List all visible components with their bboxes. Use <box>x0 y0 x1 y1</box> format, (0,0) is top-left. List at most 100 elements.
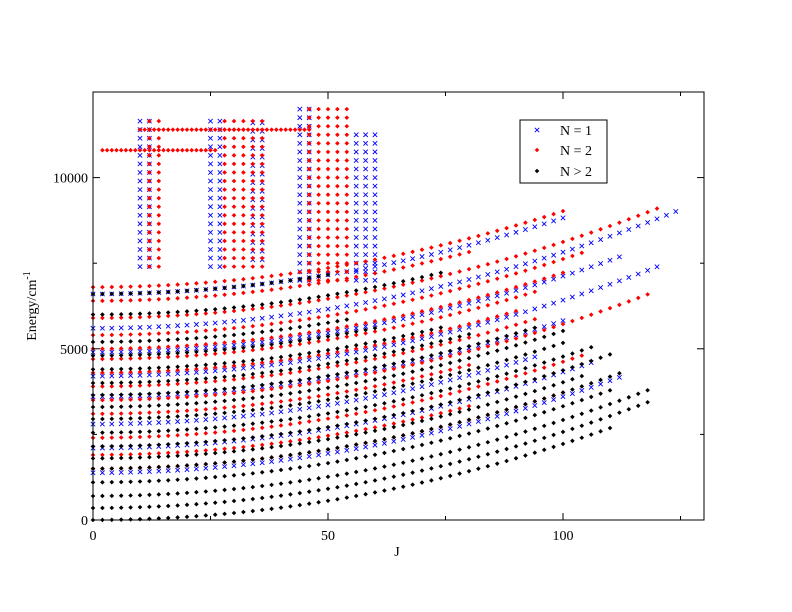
point-n-gt-2 <box>109 312 115 317</box>
point-n-gt-2 <box>325 272 331 278</box>
point-n1 <box>137 420 143 426</box>
point-n-gt-2 <box>278 380 284 385</box>
point-n2 <box>278 127 284 132</box>
point-n1 <box>207 229 214 235</box>
point-n-gt-2 <box>419 418 425 424</box>
point-n-gt-2 <box>147 290 152 296</box>
point-n-gt-2 <box>447 411 453 417</box>
point-n2 <box>297 369 303 374</box>
point-n2 <box>429 245 434 250</box>
point-n1 <box>165 347 171 353</box>
point-n-gt-2 <box>203 412 209 417</box>
point-n-gt-2 <box>513 456 519 461</box>
point-n2 <box>241 153 246 158</box>
point-n1 <box>217 187 223 193</box>
point-n1 <box>137 178 143 184</box>
point-n2 <box>137 147 143 153</box>
point-n2 <box>560 321 566 327</box>
point-n-gt-2 <box>419 392 425 398</box>
point-n1 <box>99 349 105 355</box>
point-n2 <box>222 350 227 356</box>
point-n2 <box>410 297 415 303</box>
point-n-gt-2 <box>400 278 406 284</box>
point-n-gt-2 <box>118 339 124 344</box>
point-n-gt-2 <box>100 380 105 386</box>
point-n2 <box>325 243 331 249</box>
point-n2 <box>128 356 133 361</box>
point-n-gt-2 <box>466 381 472 387</box>
point-n2 <box>222 326 227 332</box>
point-n-gt-2 <box>466 367 472 373</box>
point-n2 <box>118 284 124 290</box>
point-n-gt-2 <box>222 333 227 339</box>
point-n-gt-2 <box>241 422 246 428</box>
point-n1 <box>381 344 387 350</box>
point-n2 <box>363 289 368 295</box>
point-n-gt-2 <box>382 282 387 288</box>
point-n-gt-2 <box>419 442 425 448</box>
point-n-gt-2 <box>165 337 171 343</box>
point-n1 <box>419 432 425 438</box>
point-n-gt-2 <box>203 439 209 445</box>
point-n2 <box>194 352 199 358</box>
point-n1 <box>372 157 378 163</box>
point-n-gt-2 <box>306 450 312 455</box>
point-n-gt-2 <box>607 425 613 431</box>
point-n2 <box>560 239 566 245</box>
point-n-gt-2 <box>147 492 152 498</box>
point-n1 <box>250 340 256 346</box>
point-n1 <box>207 246 214 253</box>
x-axis-label: J <box>394 545 400 560</box>
series-n-gt-2 <box>90 270 650 523</box>
point-n2 <box>523 319 528 325</box>
point-n-gt-2 <box>410 331 415 337</box>
point-n-gt-2 <box>231 373 237 379</box>
point-n2 <box>259 401 265 407</box>
point-n-gt-2 <box>231 473 237 478</box>
point-n2 <box>165 147 171 153</box>
point-n1 <box>231 414 237 420</box>
point-n-gt-2 <box>570 426 575 432</box>
point-n1 <box>372 243 378 249</box>
point-n1 <box>400 340 406 346</box>
point-n1 <box>372 322 378 328</box>
point-n-gt-2 <box>184 309 190 314</box>
point-n2 <box>147 212 152 218</box>
point-n2 <box>306 282 312 287</box>
point-n2 <box>617 302 622 308</box>
point-n1 <box>363 235 369 241</box>
point-n2 <box>264 127 270 132</box>
point-n-gt-2 <box>353 288 359 293</box>
point-n2 <box>147 230 152 235</box>
point-n-gt-2 <box>598 417 603 422</box>
point-n2 <box>250 204 256 210</box>
point-n-gt-2 <box>165 390 171 396</box>
point-n-gt-2 <box>203 287 209 292</box>
point-n-gt-2 <box>278 404 284 409</box>
point-n2 <box>316 235 321 240</box>
point-n2 <box>400 299 406 305</box>
point-n2 <box>382 368 387 374</box>
point-n-gt-2 <box>598 355 603 361</box>
point-n2 <box>306 235 312 240</box>
point-n2 <box>194 311 199 317</box>
point-n2 <box>335 158 340 163</box>
point-n2 <box>325 106 331 112</box>
point-n1 <box>165 323 171 329</box>
point-n-gt-2 <box>137 443 143 448</box>
y-axis-label-text: Energy/cm <box>25 279 40 340</box>
point-n-gt-2 <box>438 402 444 407</box>
point-n2 <box>551 362 556 368</box>
point-n1 <box>316 452 322 458</box>
point-n2 <box>429 395 434 401</box>
point-n1 <box>118 373 124 379</box>
point-n-gt-2 <box>194 287 199 293</box>
point-n2 <box>325 265 331 271</box>
point-n1 <box>217 212 223 218</box>
point-n2 <box>175 282 180 287</box>
point-n-gt-2 <box>184 440 190 446</box>
point-n-gt-2 <box>335 359 340 365</box>
point-n1 <box>278 409 284 415</box>
point-n2 <box>241 324 246 330</box>
point-n2 <box>156 178 162 184</box>
